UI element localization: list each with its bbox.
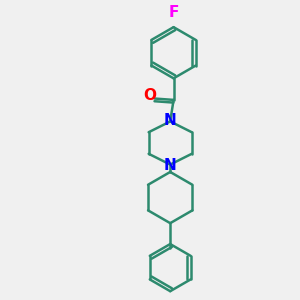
Text: F: F xyxy=(169,5,179,20)
Text: N: N xyxy=(164,113,177,128)
Text: N: N xyxy=(164,158,177,173)
Text: O: O xyxy=(143,88,157,103)
